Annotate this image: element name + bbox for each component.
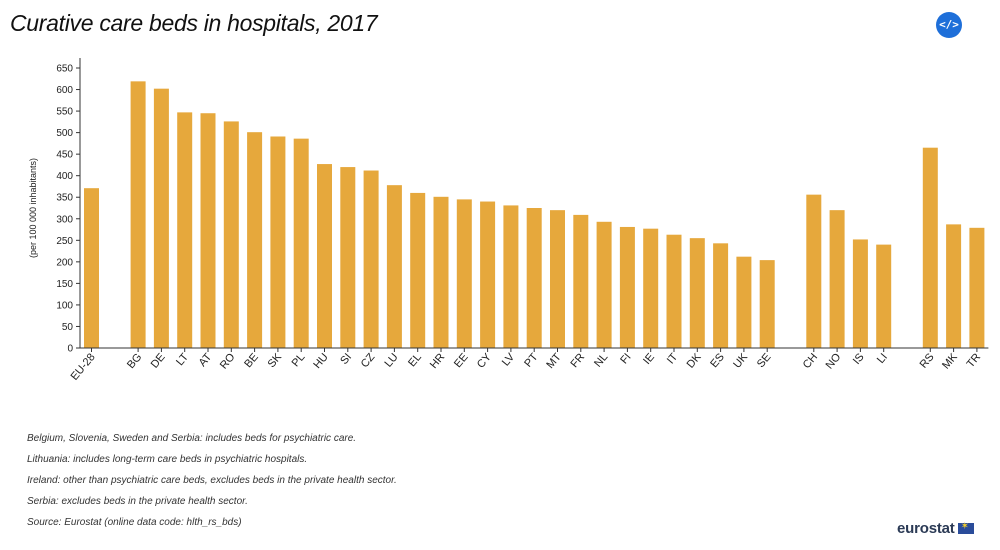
x-tick-label: LI	[875, 351, 890, 366]
x-tick-label: UK	[731, 351, 750, 371]
eurostat-logo: eurostat	[897, 520, 974, 537]
x-tick-label: LT	[174, 351, 191, 368]
y-tick-label: 0	[67, 344, 73, 355]
y-tick-label: 500	[56, 128, 73, 139]
bar-se	[759, 260, 775, 348]
chart-title: Curative care beds in hospitals, 2017	[10, 10, 378, 36]
bar-nl	[596, 221, 612, 348]
x-tick-label: IE	[641, 351, 657, 367]
y-tick-label: 150	[56, 279, 73, 290]
footnote: Ireland: other than psychiatric care bed…	[27, 475, 397, 486]
x-tick-label: CZ	[359, 351, 378, 370]
x-tick-label: BG	[125, 351, 144, 371]
x-tick-label: CY	[475, 351, 494, 371]
bar-ro	[223, 121, 239, 349]
y-axis-title: (per 100 000 inhabitants)	[28, 158, 38, 258]
x-tick-label: SK	[266, 351, 285, 370]
bar-lu	[386, 185, 402, 348]
x-tick-label: LU	[382, 351, 400, 370]
x-tick-label: HU	[311, 351, 330, 371]
bar-cz	[363, 170, 379, 348]
bar-chart: 0 50 100 150 200 250 300 350 400 450 500 550 600 650 (…	[28, 58, 989, 383]
x-tick-label: SE	[755, 351, 774, 370]
x-tick-label: BE	[242, 351, 261, 370]
bar-fi	[619, 226, 635, 348]
bar-lt	[177, 112, 193, 348]
bar-mt	[550, 210, 565, 348]
y-tick-label: 50	[62, 322, 74, 333]
y-tick-label: 550	[56, 107, 73, 118]
x-tick-label: MK	[940, 351, 960, 372]
y-tick-label: 200	[56, 257, 73, 268]
bar-bg	[130, 81, 146, 348]
footnotes: Belgium, Slovenia, Sweden and Serbia: in…	[27, 432, 397, 537]
bar-at	[200, 113, 216, 348]
y-tick-label: 650	[56, 64, 73, 75]
x-tick-label: EE	[452, 351, 471, 370]
x-tick-label: TR	[965, 351, 984, 370]
x-tick-label: HR	[428, 351, 447, 371]
bar-es	[713, 243, 729, 348]
bar-tr	[969, 227, 985, 348]
bar-uk	[736, 256, 752, 348]
x-tick-label: RS	[918, 351, 937, 370]
bar-mk	[946, 224, 962, 348]
source-note: Source: Eurostat (online data code: hlth…	[27, 517, 242, 528]
footnote: Belgium, Slovenia, Sweden and Serbia: in…	[27, 433, 357, 444]
x-tick-label: IT	[665, 351, 681, 366]
logo-text: eurostat	[897, 520, 955, 537]
bar-ie	[643, 228, 659, 348]
bar-eu-28	[84, 188, 99, 348]
x-tick-label: LV	[500, 351, 518, 369]
y-tick-label: 400	[56, 171, 73, 182]
x-tick-label: FR	[568, 351, 587, 370]
x-tick-label: FI	[618, 351, 633, 366]
bar-de	[153, 88, 169, 348]
x-tick-label: EU-28	[69, 351, 98, 383]
y-tick-label: 100	[56, 300, 73, 311]
bar-dk	[689, 238, 705, 348]
bar-hu	[317, 164, 332, 348]
bar-fr	[573, 214, 589, 348]
x-tick-label: DE	[149, 351, 168, 370]
x-tick-label: EL	[406, 351, 424, 369]
x-tick-label: NL	[592, 351, 610, 369]
y-tick-label: 250	[56, 236, 73, 247]
bar-el	[410, 192, 426, 348]
footnote: Lithuania: includes long-term care beds …	[27, 454, 308, 465]
x-tick-label: RO	[218, 351, 238, 372]
bar-sk	[270, 136, 286, 348]
bar-si	[340, 167, 356, 348]
bar-pl	[293, 138, 309, 348]
x-tick-label: PL	[290, 351, 308, 369]
bar-li	[876, 244, 892, 348]
footnote: Serbia: excludes beds in the private hea…	[27, 496, 248, 507]
bar-rs	[922, 147, 938, 348]
embed-code-icon[interactable]: </>	[936, 12, 962, 38]
x-tick-label: CH	[801, 351, 820, 371]
bar-it	[666, 234, 682, 348]
x-tick-label: MT	[544, 351, 564, 371]
y-tick-label: 300	[56, 214, 73, 225]
bar-ee	[456, 199, 472, 348]
bar-is	[852, 239, 868, 348]
bar-no	[829, 210, 845, 348]
y-tick-label: 450	[56, 150, 73, 161]
bar-cy	[480, 201, 496, 348]
bar-lv	[503, 205, 519, 348]
x-tick-label: IS	[851, 351, 867, 367]
eu-flag-icon	[957, 520, 974, 534]
x-tick-label: AT	[197, 351, 215, 369]
bar-hr	[433, 196, 449, 348]
bar-ch	[806, 194, 822, 348]
x-tick-label: SI	[338, 351, 354, 367]
y-tick-label: 350	[56, 193, 73, 204]
x-tick-label: ES	[708, 351, 727, 370]
x-tick-label: NO	[824, 351, 844, 372]
y-tick-label: 600	[56, 85, 73, 96]
bar-pt	[526, 208, 542, 348]
bar-be	[247, 132, 263, 348]
x-tick-label: PT	[522, 351, 540, 370]
x-tick-label: DK	[685, 351, 704, 371]
